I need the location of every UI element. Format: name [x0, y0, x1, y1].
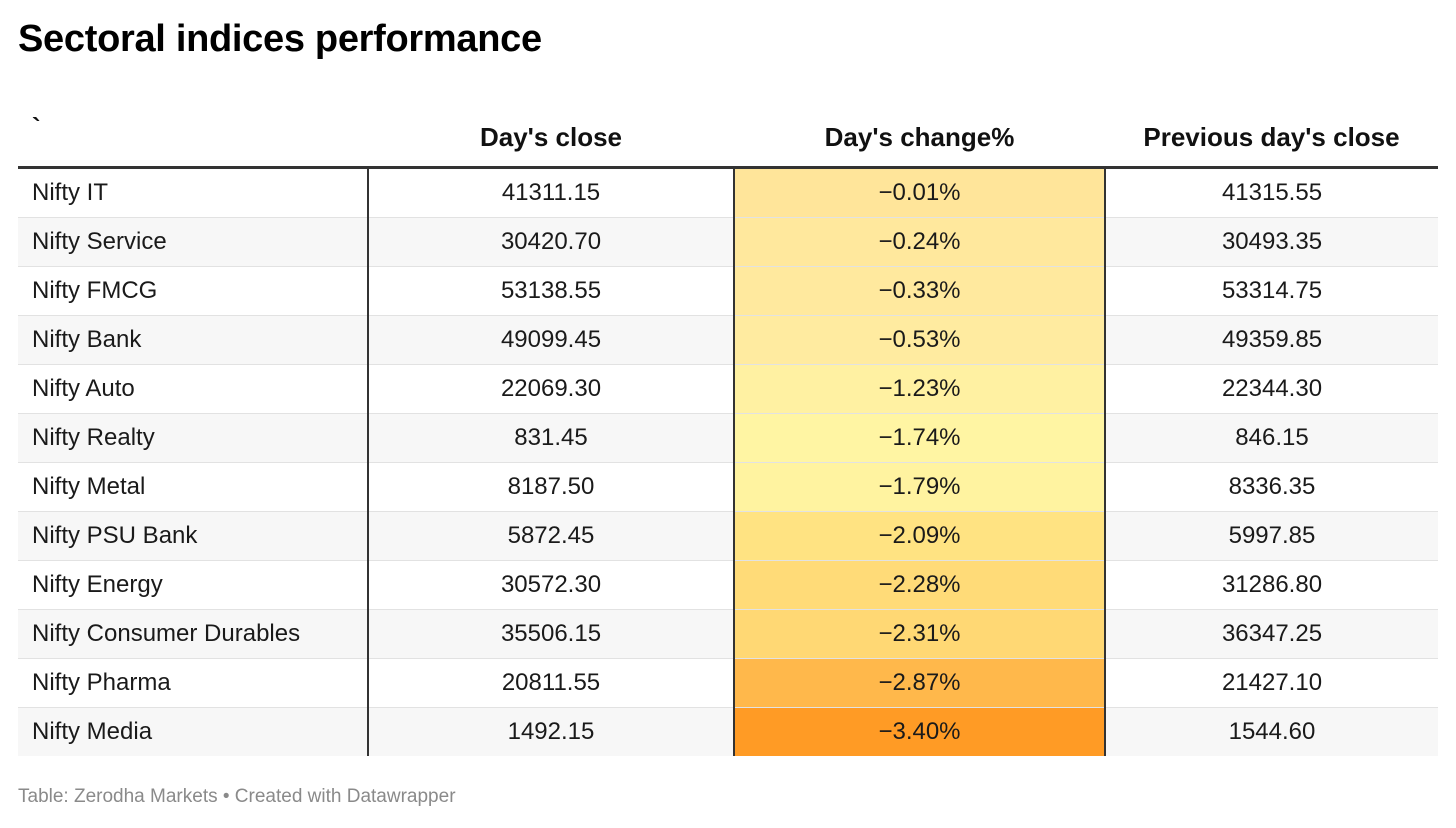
cell-prev-close: 21427.10 [1105, 658, 1438, 708]
source-footer: Table: Zerodha Markets • Created with Da… [18, 786, 456, 807]
table-row: Nifty Bank 49099.45 −0.53% 49359.85 [18, 315, 1438, 365]
cell-prev-close: 41315.55 [1105, 167, 1438, 218]
col-header-change: Day's change% [734, 108, 1105, 169]
cell-day-change: −2.87% [734, 658, 1106, 708]
cell-prev-close: 22344.30 [1105, 364, 1438, 414]
cell-prev-close: 5997.85 [1105, 511, 1438, 561]
cell-index-name: Nifty Consumer Durables [18, 609, 369, 659]
cell-index-name: Nifty Realty [18, 413, 369, 463]
table-row: Nifty Metal 8187.50 −1.79% 8336.35 [18, 462, 1438, 512]
cell-day-close: 20811.55 [368, 658, 735, 708]
table-row: Nifty Auto 22069.30 −1.23% 22344.30 [18, 364, 1438, 414]
cell-index-name: Nifty FMCG [18, 266, 369, 316]
cell-prev-close: 53314.75 [1105, 266, 1438, 316]
cell-day-change: −3.40% [734, 707, 1106, 756]
cell-day-change: −2.09% [734, 511, 1106, 561]
cell-index-name: Nifty Bank [18, 315, 369, 365]
cell-day-close: 8187.50 [368, 462, 735, 512]
cell-day-change: −0.33% [734, 266, 1106, 316]
cell-day-close: 831.45 [368, 413, 735, 463]
cell-index-name: Nifty Auto [18, 364, 369, 414]
cell-prev-close: 49359.85 [1105, 315, 1438, 365]
cell-day-close: 53138.55 [368, 266, 735, 316]
table-row: Nifty PSU Bank 5872.45 −2.09% 5997.85 [18, 511, 1438, 561]
cell-index-name: Nifty Service [18, 217, 369, 267]
cell-prev-close: 30493.35 [1105, 217, 1438, 267]
table-row: Nifty Media 1492.15 −3.40% 1544.60 [18, 707, 1438, 756]
cell-day-change: −1.23% [734, 364, 1106, 414]
cell-prev-close: 31286.80 [1105, 560, 1438, 610]
table-row: Nifty FMCG 53138.55 −0.33% 53314.75 [18, 266, 1438, 316]
sector-table: ` Day's close Day's change% Previous day… [18, 108, 1438, 756]
cell-day-close: 5872.45 [368, 511, 735, 561]
cell-day-close: 35506.15 [368, 609, 735, 659]
col-header-name: ` [18, 108, 368, 169]
cell-day-close: 30572.30 [368, 560, 735, 610]
table-row: Nifty Consumer Durables 35506.15 −2.31% 363… [18, 609, 1438, 659]
cell-day-close: 30420.70 [368, 217, 735, 267]
table-row: Nifty Pharma 20811.55 −2.87% 21427.10 [18, 658, 1438, 708]
cell-day-change: −0.24% [734, 217, 1106, 267]
cell-index-name: Nifty Media [18, 707, 369, 756]
table-row: Nifty Energy 30572.30 −2.28% 31286.80 [18, 560, 1438, 610]
table-body: Nifty IT 41311.15 −0.01% 41315.55 Nifty Serv… [18, 167, 1438, 756]
cell-day-close: 49099.45 [368, 315, 735, 365]
cell-day-close: 1492.15 [368, 707, 735, 756]
cell-day-close: 22069.30 [368, 364, 735, 414]
cell-prev-close: 8336.35 [1105, 462, 1438, 512]
table-row: Nifty IT 41311.15 −0.01% 41315.55 [18, 167, 1438, 218]
cell-prev-close: 1544.60 [1105, 707, 1438, 756]
table-row: Nifty Service 30420.70 −0.24% 30493.35 [18, 217, 1438, 267]
cell-day-change: −1.74% [734, 413, 1106, 463]
cell-day-change: −2.31% [734, 609, 1106, 659]
col-header-close: Day's close [368, 108, 734, 169]
cell-index-name: Nifty PSU Bank [18, 511, 369, 561]
cell-prev-close: 36347.25 [1105, 609, 1438, 659]
cell-day-change: −1.79% [734, 462, 1106, 512]
cell-day-change: −0.01% [734, 167, 1106, 218]
cell-index-name: Nifty Metal [18, 462, 369, 512]
cell-day-change: −0.53% [734, 315, 1106, 365]
header-row: ` Day's close Day's change% Previous day… [18, 108, 1438, 169]
cell-index-name: Nifty IT [18, 167, 369, 218]
cell-index-name: Nifty Energy [18, 560, 369, 610]
cell-prev-close: 846.15 [1105, 413, 1438, 463]
cell-index-name: Nifty Pharma [18, 658, 369, 708]
col-header-prev: Previous day's close [1105, 108, 1438, 169]
cell-day-change: −2.28% [734, 560, 1106, 610]
chart-title: Sectoral indices performance [18, 18, 542, 60]
cell-day-close: 41311.15 [368, 167, 735, 218]
table-row: Nifty Realty 831.45 −1.74% 846.15 [18, 413, 1438, 463]
